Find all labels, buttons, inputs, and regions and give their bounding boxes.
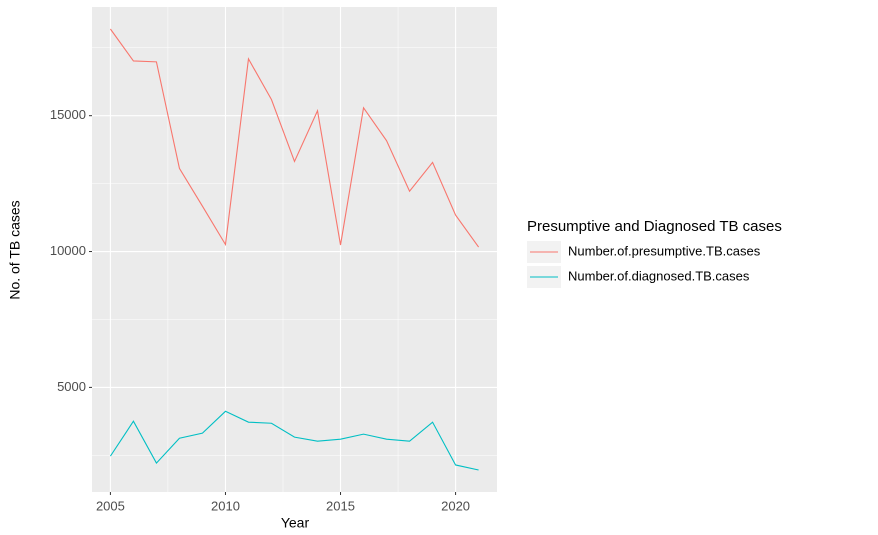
series-line (109, 28, 480, 248)
y-tick-label: 10000 (50, 243, 86, 258)
x-tick-label: 2015 (326, 498, 355, 513)
x-tick-label: 2005 (96, 498, 125, 513)
x-tick-label: 2020 (441, 498, 470, 513)
x-tick-label: 2010 (211, 498, 240, 513)
x-axis-title: Year (281, 515, 310, 531)
legend-label: Number.of.presumptive.TB.cases (568, 243, 761, 258)
legend-label: Number.of.diagnosed.TB.cases (568, 268, 750, 283)
y-tick-label: 5000 (57, 379, 86, 394)
series-line (109, 410, 479, 471)
y-tick-label: 15000 (50, 107, 86, 122)
legend-title: Presumptive and Diagnosed TB cases (527, 218, 782, 235)
panel-background (92, 7, 497, 492)
y-axis-title: No. of TB cases (7, 200, 23, 299)
